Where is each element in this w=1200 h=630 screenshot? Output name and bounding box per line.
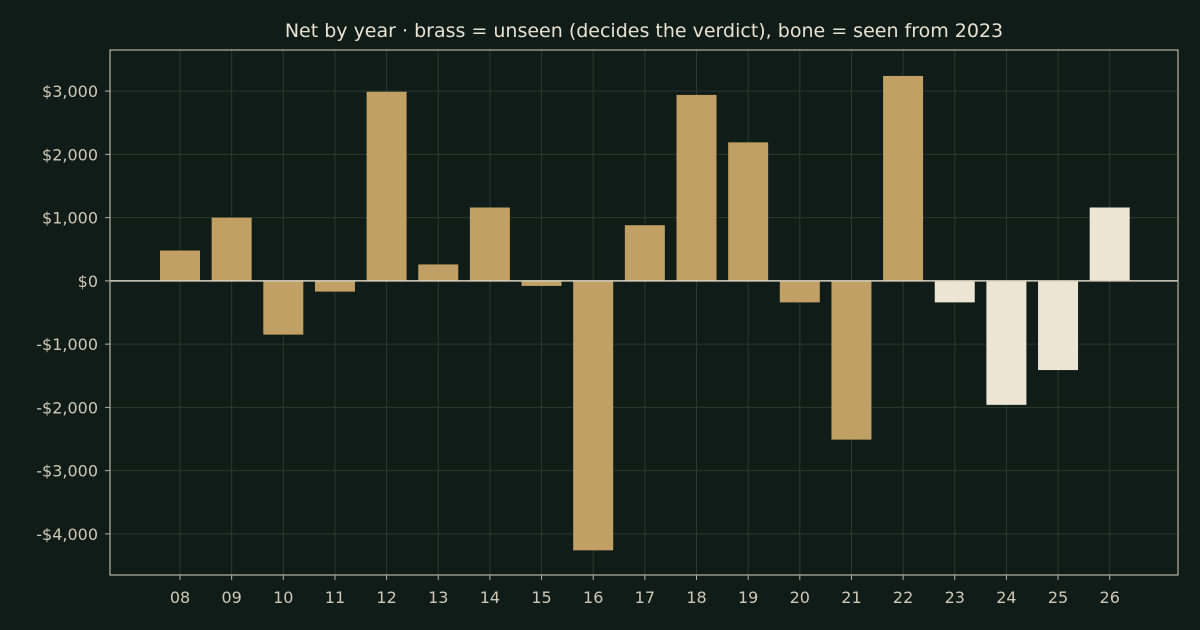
bar-23-seen	[934, 280, 975, 303]
bar-12-unseen	[366, 91, 407, 281]
bar-20-unseen	[779, 280, 820, 303]
bar-10-unseen	[263, 280, 304, 335]
bar-09-unseen	[211, 217, 252, 281]
x-tick-label: 25	[1048, 588, 1068, 607]
x-tick-label: 17	[635, 588, 655, 607]
x-tick-label: 22	[893, 588, 913, 607]
x-tick-label: 26	[1100, 588, 1120, 607]
bar-17-unseen	[624, 225, 665, 281]
y-tick-label: -$3,000	[36, 462, 98, 481]
y-tick-labels: $3,000 $2,000 $1,000 $0 -$1,000 -$2,000 -$3,00…	[36, 82, 98, 544]
x-tick-label: 21	[841, 588, 861, 607]
x-tick-label: 24	[996, 588, 1016, 607]
x-tick-label: 11	[325, 588, 345, 607]
x-tick-label: 19	[738, 588, 758, 607]
x-tick-label: 18	[686, 588, 706, 607]
x-tick-label: 12	[376, 588, 396, 607]
y-tick-label: -$2,000	[36, 398, 98, 417]
y-tick-label: -$1,000	[36, 335, 98, 354]
y-tick-label: $3,000	[42, 82, 98, 101]
bar-11-unseen	[314, 280, 355, 292]
bars	[160, 75, 1130, 551]
x-tick-label: 23	[945, 588, 965, 607]
bar-08-unseen	[160, 250, 200, 281]
bar-16-unseen	[573, 280, 614, 551]
x-tick-label: 14	[480, 588, 500, 607]
axes	[105, 49, 1179, 580]
bar-19-unseen	[728, 142, 769, 281]
x-tick-label: 10	[273, 588, 293, 607]
x-tick-label: 15	[531, 588, 551, 607]
x-tick-label: 20	[790, 588, 810, 607]
x-tick-labels: 08 09 10 11 12 13 14 15 16 17 18 19 20 21 22 23 24 25 26	[170, 588, 1120, 607]
chart-title: Net by year · brass = unseen (decides th…	[285, 20, 1003, 42]
bar-14-unseen	[469, 207, 510, 281]
x-tick-label: 13	[428, 588, 448, 607]
y-tick-label: -$4,000	[36, 525, 98, 544]
bar-24-seen	[986, 280, 1027, 405]
x-tick-label: 09	[221, 588, 241, 607]
x-tick-label: 16	[583, 588, 603, 607]
y-tick-label: $0	[78, 272, 98, 291]
y-tick-label: $1,000	[42, 209, 98, 228]
y-tick-label: $2,000	[42, 145, 98, 164]
bar-18-unseen	[676, 94, 717, 281]
axes-frame	[109, 49, 1179, 576]
bar-22-unseen	[883, 75, 924, 281]
bar-21-unseen	[831, 280, 872, 440]
x-tick-label: 08	[170, 588, 190, 607]
bar-13-unseen	[418, 264, 459, 281]
bar-15-unseen	[521, 280, 562, 286]
bar-25-seen	[1038, 280, 1079, 371]
bar-26-seen	[1089, 207, 1130, 281]
